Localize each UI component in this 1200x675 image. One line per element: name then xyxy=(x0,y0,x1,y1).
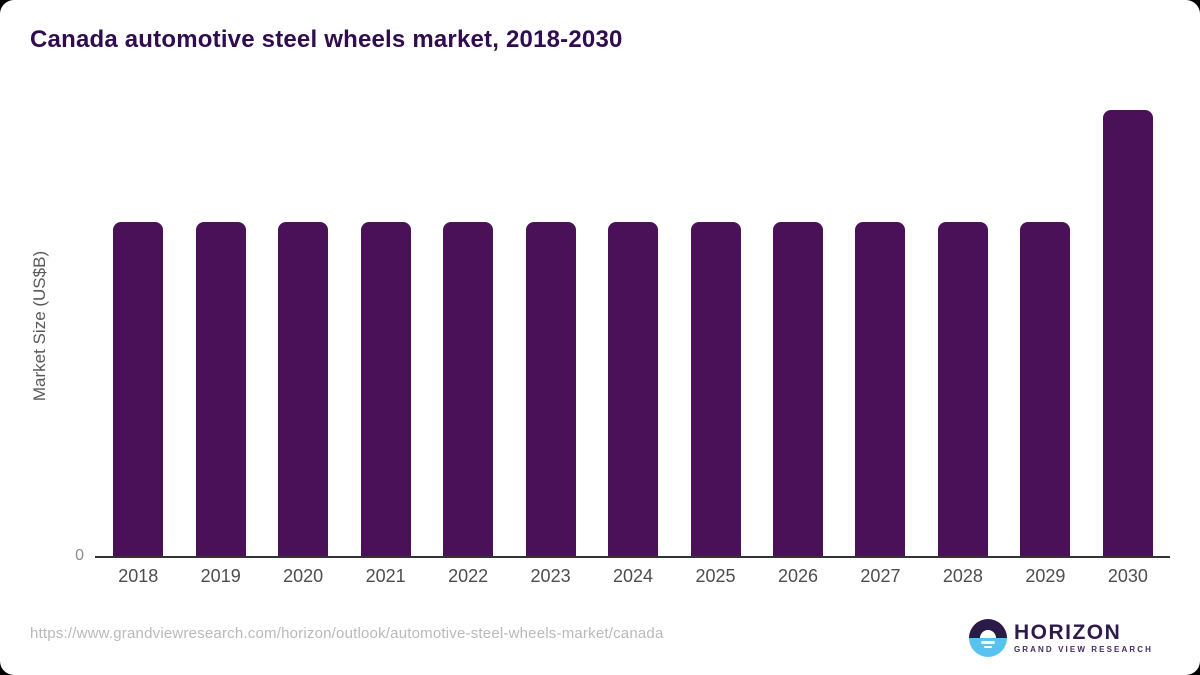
x-axis-line xyxy=(95,556,1170,558)
bar-slot xyxy=(592,110,674,556)
bar-2027 xyxy=(855,221,906,556)
bar-slot xyxy=(509,110,591,556)
bar-slot xyxy=(922,110,1004,556)
y-axis-label: Market Size (US$B) xyxy=(30,250,49,402)
x-tick-label-2018: 2018 xyxy=(118,566,159,586)
y-tick-zero: 0 xyxy=(75,547,84,564)
sun-icon xyxy=(979,630,996,638)
x-tick-label-2021: 2021 xyxy=(365,566,406,586)
sun-reflection-line xyxy=(983,646,992,648)
horizon-logo: HORIZON GRAND VIEW RESEARCH xyxy=(968,619,1153,657)
logo-text: HORIZON GRAND VIEW RESEARCH xyxy=(1014,622,1153,654)
chart-title: Canada automotive steel wheels market, 2… xyxy=(30,26,623,53)
bar-2028 xyxy=(937,221,988,556)
bar-2022 xyxy=(443,221,494,556)
bar-2021 xyxy=(360,221,411,556)
x-tick-label-2030: 2030 xyxy=(1107,566,1148,586)
horizon-logo-icon xyxy=(968,619,1007,657)
bar-slot xyxy=(839,110,921,556)
bar-2024 xyxy=(608,221,659,556)
bar-2025 xyxy=(690,221,741,556)
x-tick-label-2019: 2019 xyxy=(200,566,241,586)
x-axis-labels: 2018 2019 2020 2021 2022 2023 2024 2025 2026 2027… xyxy=(97,566,1169,587)
bar-2020 xyxy=(278,221,329,556)
x-tick-label-2020: 2020 xyxy=(283,566,324,586)
bars xyxy=(97,110,1169,556)
x-tick-label-2023: 2023 xyxy=(530,566,571,586)
x-tick-label-2027: 2027 xyxy=(860,566,901,586)
logo-name: HORIZON xyxy=(1013,621,1122,644)
x-tick-label-2022: 2022 xyxy=(448,566,489,586)
x-tick-label-2028: 2028 xyxy=(942,566,983,586)
bar-slot xyxy=(674,110,756,556)
x-tick-label-2029: 2029 xyxy=(1025,566,1066,586)
sun-reflection-line xyxy=(980,641,995,644)
bar-slot xyxy=(427,110,509,556)
bar-slot xyxy=(757,110,839,556)
bar-slot xyxy=(179,110,261,556)
bar-slot xyxy=(97,110,179,556)
bar-2026 xyxy=(772,221,823,556)
x-tick-label-2026: 2026 xyxy=(777,566,818,586)
source-url: https://www.grandviewresearch.com/horizo… xyxy=(30,625,664,642)
x-tick-label-2024: 2024 xyxy=(613,566,654,586)
bar-slot xyxy=(344,110,426,556)
bar-2019 xyxy=(195,221,246,556)
x-tick-label-2025: 2025 xyxy=(695,566,736,586)
logo-subtitle: GRAND VIEW RESEARCH xyxy=(1013,645,1153,654)
bar-2018 xyxy=(113,221,164,556)
bar-slot xyxy=(1004,110,1086,556)
bar-slot xyxy=(1087,110,1169,556)
bar-2023 xyxy=(525,221,576,556)
bar-2029 xyxy=(1020,221,1071,556)
bar-slot xyxy=(262,110,344,556)
bar-2030 xyxy=(1102,110,1153,556)
